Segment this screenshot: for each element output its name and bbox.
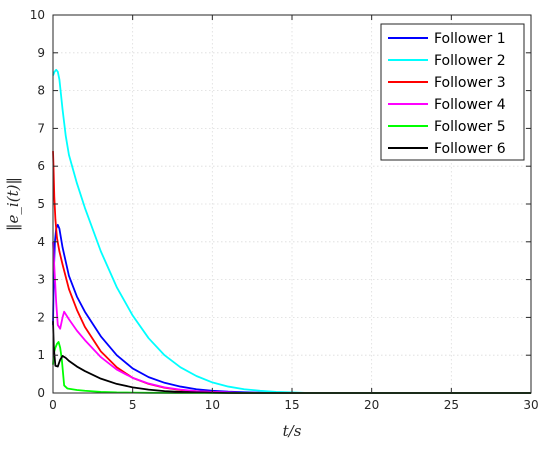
y-tick-label: 8 — [37, 84, 45, 98]
x-tick-label: 25 — [444, 398, 459, 412]
x-axis-label: t/s — [283, 422, 302, 440]
y-tick-label: 2 — [37, 310, 45, 324]
series-line-follower-6 — [52, 321, 531, 394]
x-tick-label: 15 — [284, 398, 299, 412]
x-tick-label: 5 — [129, 398, 137, 412]
x-tick-label: 10 — [205, 398, 220, 412]
legend-label-follower-5: Follower 5 — [434, 119, 506, 135]
y-tick-label: 10 — [30, 8, 45, 22]
y-tick-label: 0 — [37, 386, 45, 400]
y-axis-label: ‖e_i(t)‖ — [4, 177, 22, 231]
y-tick-label: 3 — [37, 273, 45, 287]
y-tick-label: 9 — [37, 46, 45, 60]
axis-ticks — [52, 14, 532, 394]
legend-label-follower-4: Follower 4 — [434, 97, 506, 113]
x-tick-label: 30 — [523, 398, 538, 412]
y-tick-label: 4 — [37, 235, 45, 249]
series-line-follower-2 — [52, 68, 531, 394]
series-line-follower-4 — [52, 241, 531, 394]
x-tick-labels: 0 5 10 15 20 25 30 — [49, 398, 538, 412]
y-tick-label: 7 — [37, 121, 45, 135]
legend-label-follower-2: Follower 2 — [434, 53, 506, 69]
legend-label-follower-6: Follower 6 — [434, 141, 506, 157]
legend: Follower 1 Follower 2 Follower 3 Follower 4… — [380, 23, 525, 161]
x-tick-label: 0 — [49, 398, 57, 412]
legend-box — [380, 23, 525, 161]
legend-label-follower-1: Follower 1 — [434, 31, 506, 47]
y-tick-label: 6 — [37, 159, 45, 173]
y-tick-label: 1 — [37, 348, 45, 362]
y-tick-label: 5 — [37, 197, 45, 211]
legend-label-follower-3: Follower 3 — [434, 75, 506, 91]
x-tick-label: 20 — [364, 398, 379, 412]
y-tick-labels: 0 1 2 3 4 5 6 7 8 9 10 — [30, 8, 45, 400]
